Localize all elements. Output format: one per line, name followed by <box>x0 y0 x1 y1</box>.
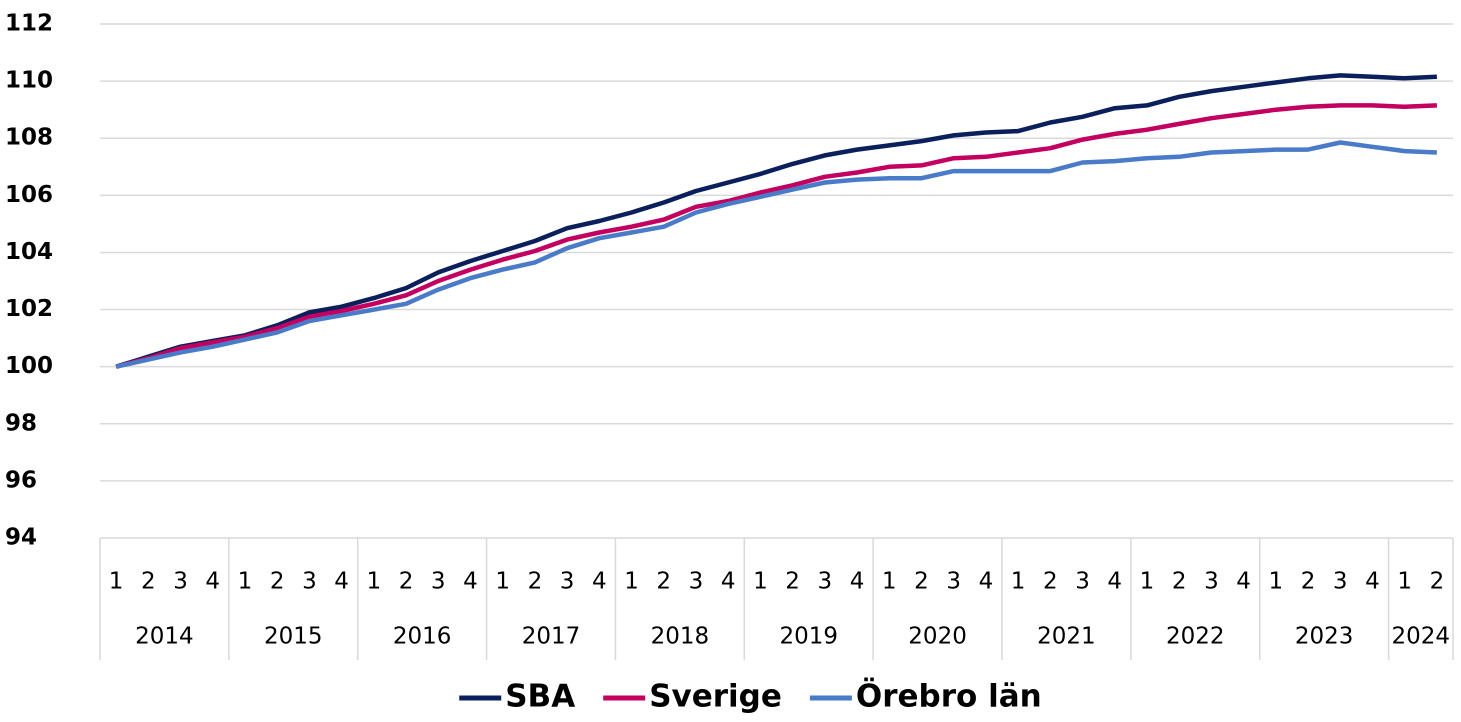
x-tick-label: 2 <box>914 569 929 595</box>
y-tick-label: 110 <box>5 68 53 94</box>
x-tick-label: 3 <box>302 569 317 595</box>
x-tick-label: 1 <box>1140 569 1155 595</box>
x-tick-label: 4 <box>850 569 865 595</box>
x-tick-label: 1 <box>753 569 768 595</box>
y-tick-label: 112 <box>5 11 53 37</box>
y-tick-label: 102 <box>5 296 53 322</box>
x-tick-label: 3 <box>1075 569 1090 595</box>
x-tick-label: 4 <box>1365 569 1380 595</box>
y-tick-label: 104 <box>5 239 53 265</box>
legend-label: SBA <box>505 679 575 715</box>
series-line <box>115 140 1437 369</box>
x-tick-label: 1 <box>1011 569 1026 595</box>
x-tick-label: 2 <box>270 569 285 595</box>
x-group-label: 2024 <box>1392 624 1451 650</box>
x-group-label: 2023 <box>1295 624 1354 650</box>
y-tick-label: 98 <box>5 410 37 436</box>
x-tick-label: 4 <box>205 569 220 595</box>
x-tick-label: 2 <box>399 569 414 595</box>
x-tick-label: 4 <box>334 569 349 595</box>
x-tick-label: 3 <box>689 569 704 595</box>
legend-label: Örebro län <box>856 678 1042 715</box>
x-tick-label: 2 <box>528 569 543 595</box>
x-group-label: 2021 <box>1037 624 1096 650</box>
x-tick-label: 2 <box>656 569 671 595</box>
y-tick-label: 108 <box>5 125 53 151</box>
x-group-label: 2016 <box>393 624 452 650</box>
x-tick-label: 1 <box>495 569 510 595</box>
x-tick-label: 1 <box>238 569 253 595</box>
x-group-label: 2018 <box>651 624 710 650</box>
x-tick-label: 4 <box>1236 569 1251 595</box>
x-tick-label: 1 <box>109 569 124 595</box>
x-group-label: 2019 <box>779 624 838 650</box>
x-group-label: 2014 <box>135 624 194 650</box>
legend-label: Sverige <box>649 679 782 715</box>
x-tick-label: 1 <box>1269 569 1284 595</box>
x-tick-label: 1 <box>624 569 639 595</box>
y-tick-label: 94 <box>5 525 37 551</box>
x-tick-label: 4 <box>592 569 607 595</box>
x-group-label: 2022 <box>1166 624 1225 650</box>
x-tick-label: 3 <box>1333 569 1348 595</box>
x-tick-label: 1 <box>1397 569 1412 595</box>
x-tick-label: 1 <box>882 569 897 595</box>
series-line <box>115 73 1438 369</box>
x-tick-label: 2 <box>1301 569 1316 595</box>
x-tick-label: 2 <box>1430 569 1445 595</box>
x-group-label: 2015 <box>264 624 323 650</box>
x-tick-label: 4 <box>463 569 478 595</box>
x-tick-label: 3 <box>1204 569 1219 595</box>
x-tick-label: 3 <box>560 569 575 595</box>
x-tick-label: 4 <box>1107 569 1122 595</box>
x-tick-label: 3 <box>946 569 961 595</box>
x-tick-label: 2 <box>1172 569 1187 595</box>
y-tick-label: 106 <box>5 182 53 208</box>
x-group-label: 2017 <box>522 624 581 650</box>
series-line <box>115 103 1437 369</box>
x-tick-label: 3 <box>431 569 446 595</box>
x-tick-label: 2 <box>785 569 800 595</box>
x-tick-label: 2 <box>1043 569 1058 595</box>
x-tick-label: 3 <box>173 569 188 595</box>
y-tick-label: 100 <box>5 353 53 379</box>
x-tick-label: 2 <box>141 569 156 595</box>
x-tick-label: 1 <box>367 569 382 595</box>
x-group-label: 2020 <box>908 624 967 650</box>
x-tick-label: 4 <box>979 569 994 595</box>
y-tick-label: 96 <box>5 467 37 493</box>
x-tick-label: 4 <box>721 569 736 595</box>
x-tick-label: 3 <box>818 569 833 595</box>
